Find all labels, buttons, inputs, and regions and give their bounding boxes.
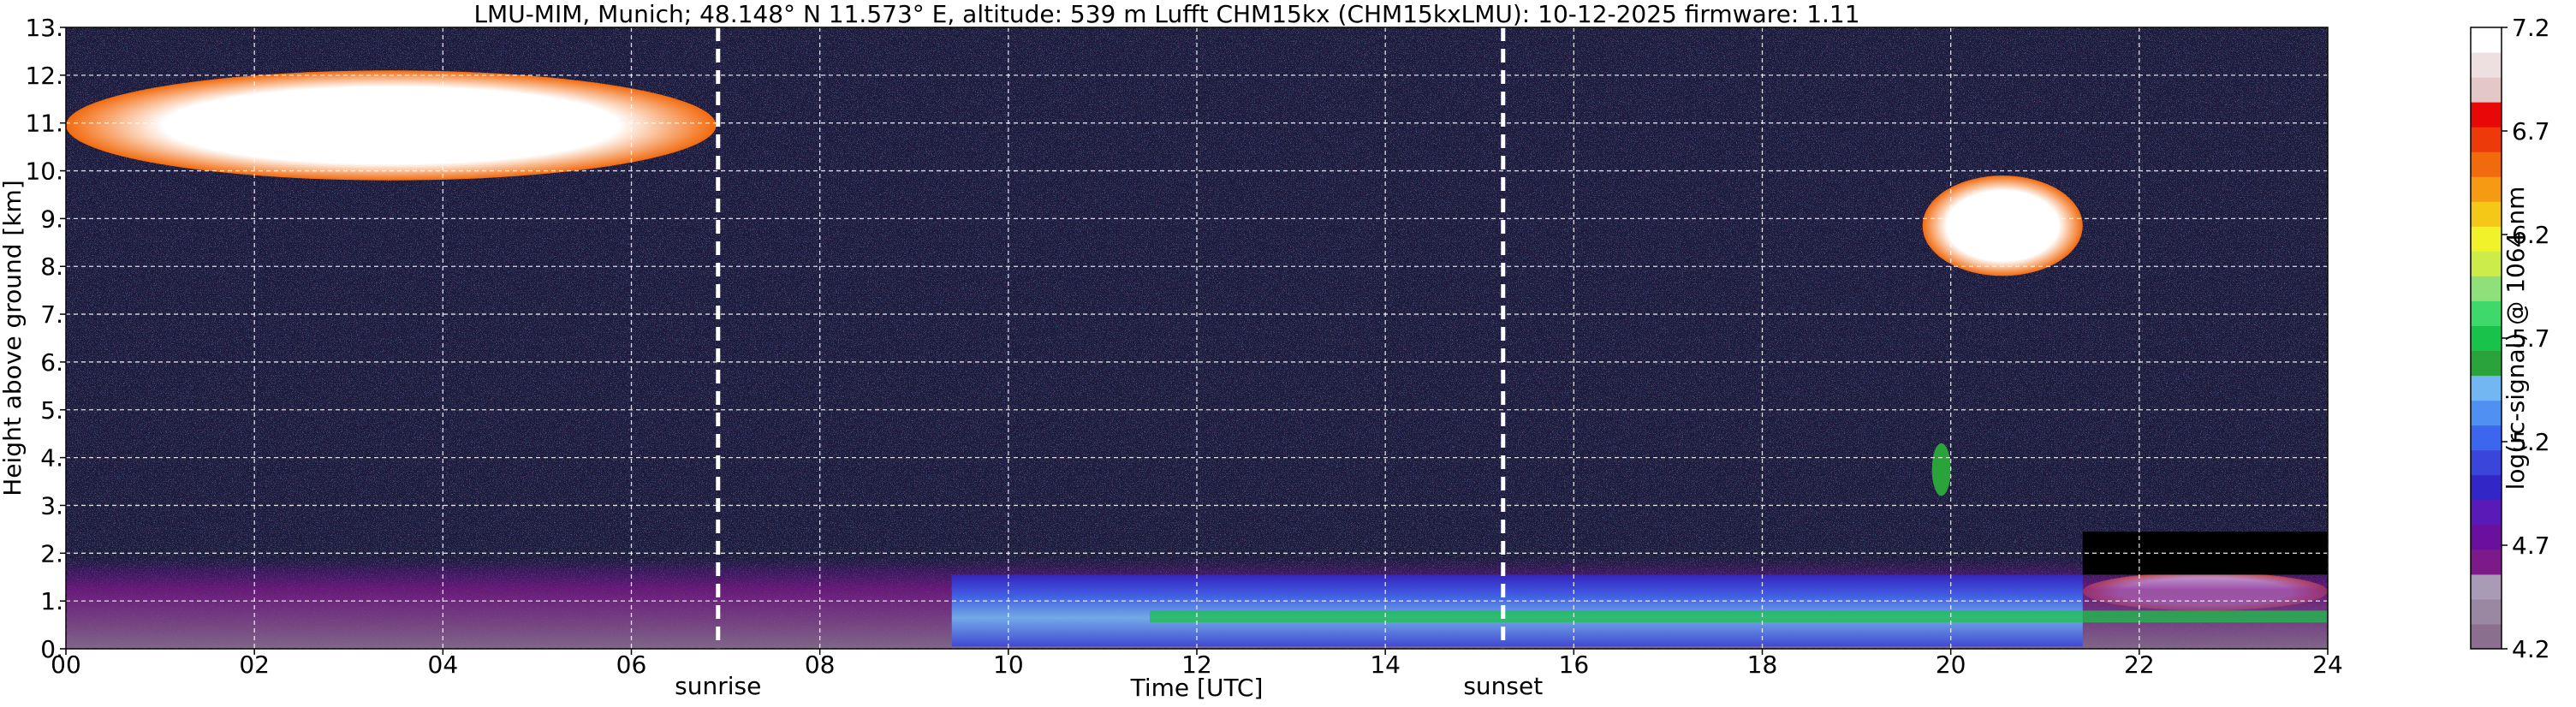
x-tick-label: 14 [1370,651,1401,679]
colorbar-segment [2471,251,2502,276]
colorbar-segment [2471,400,2502,426]
colorbar-segment [2471,499,2502,526]
feature-mid-level-cloud [1931,443,1951,496]
y-tick-label: 7. [40,300,63,329]
colorbar-segment [2471,127,2502,152]
y-tick-label: 13. [25,14,63,42]
colorbar: 4.2 4.7 5.2 5.7 6.2 6.7 7.2 [2470,14,2550,663]
colorbar-segment [2471,598,2502,625]
grid-lines [65,27,2329,650]
colorbar-label: log(rc-signal) @ 1064 nm [2502,187,2530,490]
colorbar-segment [2471,573,2502,600]
colorbar-tick-label: 5.2 [2512,428,2550,456]
x-tick-label: 12 [1181,651,1212,679]
y-tick-label: 1. [40,587,63,615]
x-tick-label: 16 [1559,651,1590,679]
colorbar-segment [2471,350,2502,377]
y-tick-label: 8. [40,253,63,281]
x-tick-label: 20 [1936,651,1966,679]
feature-boundary-layer-aerosol-green-layer [1149,610,2328,623]
y-tick-label: 2. [40,539,63,567]
y-tick-label: 11. [25,110,63,138]
y-tick-label: 9. [40,205,63,233]
y-tick-label: 6. [40,348,63,377]
colorbar-segment [2471,300,2502,326]
x-axis: 00 02 04 06 08 10 12 14 16 18 20 22 24 [51,649,2343,679]
colorbar-segment [2471,77,2502,103]
sunrise-label: sunrise [675,672,761,700]
colorbar-segment [2471,152,2502,177]
x-axis-label: Time [UTC] [1130,674,1264,702]
colorbar-segment [2471,524,2502,550]
colorbar-tick-label: 7.2 [2512,14,2550,42]
x-tick-label: 00 [51,651,81,679]
colorbar-tick-label: 5.7 [2512,324,2550,353]
x-tick-label: 02 [239,651,270,679]
colorbar-tick-label: 6.7 [2512,117,2550,146]
sunset-label: sunset [1463,672,1543,700]
x-tick-label: 22 [2124,651,2155,679]
colorbar-tick-label: 4.7 [2512,532,2550,560]
colorbar-segment [2471,425,2502,451]
y-tick-label: 10. [25,157,63,186]
colorbar-segment [2471,27,2502,53]
y-tick-label: 0. [40,635,63,663]
y-tick-label: 5. [40,396,63,425]
colorbar-segment [2471,375,2502,401]
colorbar-segment [2471,449,2502,476]
x-tick-label: 08 [805,651,836,679]
feature-high-cirrus-layer [66,70,717,181]
colorbar-segment [2471,52,2502,78]
colorbar-tick-label: 6.2 [2512,221,2550,249]
y-tick-label: 3. [40,491,63,520]
x-tick-label: 24 [2312,651,2343,679]
feature-cirrus-cloud [1922,175,2083,276]
colorbar-segment [2471,226,2502,252]
x-tick-label: 06 [616,651,647,679]
y-axis: 0. 1. 2. 3. 4. 5. 6. 7. 8. 9. 10. 11. 12. 13. [25,14,66,663]
colorbar-tick-label: 4.2 [2512,635,2550,663]
y-tick-label: 4. [40,444,63,472]
colorbar-segment [2471,176,2502,202]
colorbar-segment [2471,201,2502,227]
colorbar-segment [2471,325,2502,352]
x-tick-label: 10 [993,651,1024,679]
x-tick-label: 04 [428,651,459,679]
y-tick-label: 12. [25,62,63,90]
colorbar-segment [2471,474,2502,501]
y-axis-label: Height above ground [km] [0,180,27,496]
colorbar-segment [2471,102,2502,128]
chart-title: LMU-MIM, Munich; 48.148° N 11.573° E, al… [473,0,1859,28]
colorbar-segment [2471,623,2502,650]
x-tick-label: 18 [1747,651,1778,679]
colorbar-segment [2471,549,2502,575]
colorbar-segment [2471,276,2502,301]
